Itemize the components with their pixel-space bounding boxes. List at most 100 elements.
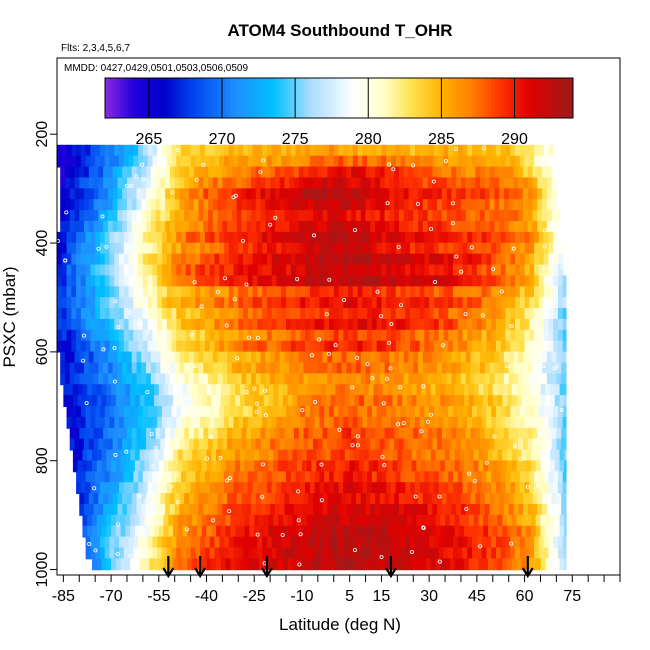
heatmap-cell [556, 503, 562, 516]
heatmap-cell [518, 373, 524, 386]
heatmap-cell [513, 188, 519, 201]
heatmap-cell [107, 220, 114, 233]
heatmap-cell [519, 286, 526, 299]
heatmap-cell [309, 318, 316, 331]
heatmap-cell [85, 471, 91, 484]
heatmap-cell [262, 482, 268, 495]
heatmap-cell [189, 177, 195, 190]
heatmap-cell [346, 438, 352, 451]
heatmap-cell [279, 362, 286, 375]
colorbar-segment [362, 78, 367, 118]
heatmap-cell [357, 286, 363, 299]
heatmap-cell [219, 547, 225, 560]
heatmap-cell [357, 536, 363, 549]
heatmap-cell [243, 297, 249, 310]
heatmap-cell [238, 231, 244, 244]
heatmap-cell [384, 438, 390, 451]
heatmap-cell [551, 188, 557, 201]
heatmap-cell [95, 275, 101, 288]
heatmap-cell [228, 144, 235, 157]
data-marker [484, 460, 489, 465]
heatmap-cell [414, 406, 421, 418]
heatmap-cell [174, 177, 181, 190]
heatmap-cell [378, 449, 384, 462]
heatmap-cell [208, 503, 214, 516]
heatmap-cell [88, 220, 95, 233]
heatmap-cell [394, 177, 400, 190]
heatmap-cell [343, 329, 349, 342]
heatmap-cell [475, 188, 481, 201]
heatmap-cell [410, 286, 416, 299]
heatmap-cell [343, 264, 349, 277]
heatmap-cell [146, 220, 152, 233]
heatmap-cell [551, 166, 557, 179]
heatmap-cell [103, 199, 109, 212]
heatmap-cell [343, 547, 349, 560]
heatmap-cell [505, 275, 511, 288]
heatmap-cell [287, 460, 293, 473]
heatmap-cell [61, 242, 68, 255]
heatmap-cell [290, 471, 297, 484]
heatmap-cell [152, 471, 158, 484]
heatmap-cell [546, 220, 553, 233]
heatmap-cell [114, 471, 120, 484]
heatmap-cell [286, 297, 292, 310]
heatmap-cell [438, 253, 445, 266]
heatmap-cell [500, 547, 507, 560]
heatmap-cell [220, 558, 227, 571]
heatmap-cell [57, 308, 63, 320]
heatmap-cell [139, 395, 146, 407]
heatmap-cell [112, 210, 119, 222]
heatmap-cell [286, 275, 292, 288]
heatmap-cell [524, 547, 530, 560]
data-marker [235, 356, 240, 361]
heatmap-cell [327, 220, 333, 233]
heatmap-cell [122, 427, 128, 440]
heatmap-cell [419, 416, 425, 429]
heatmap-cell [370, 188, 376, 201]
heatmap-cell [101, 525, 107, 538]
heatmap-cell [209, 144, 216, 157]
heatmap-cell [359, 395, 365, 407]
heatmap-cell [119, 329, 125, 342]
heatmap-cell [295, 231, 301, 244]
heatmap-cell [60, 177, 66, 190]
data-marker [333, 343, 338, 348]
heatmap-cell [375, 199, 381, 212]
heatmap-cell [499, 220, 505, 233]
heatmap-cell [295, 416, 301, 429]
data-marker [464, 506, 469, 511]
heatmap-cell [152, 144, 158, 157]
heatmap-cell [204, 297, 211, 310]
heatmap-cell [77, 460, 84, 473]
heatmap-cell [163, 395, 169, 407]
heatmap-row [60, 373, 567, 386]
data-marker [459, 269, 464, 274]
heatmap-cell [516, 395, 522, 407]
heatmap-cell [115, 525, 122, 538]
heatmap-cell [325, 449, 332, 462]
heatmap-cell [278, 460, 284, 473]
heatmap-cell [324, 406, 330, 418]
heatmap-cell [478, 460, 484, 473]
heatmap-cell [462, 416, 468, 429]
heatmap-cell [286, 536, 292, 549]
heatmap-cell [136, 493, 142, 505]
heatmap-cell [483, 514, 489, 527]
heatmap-cell [119, 547, 125, 560]
heatmap-cell [228, 340, 235, 353]
heatmap-cell [308, 373, 314, 386]
heatmap-cell [166, 547, 173, 560]
heatmap-cell [293, 362, 300, 375]
heatmap-cell [368, 395, 375, 407]
heatmap-cell [456, 427, 462, 440]
heatmap-cell [61, 231, 68, 244]
heatmap-cell [519, 308, 526, 320]
heatmap-cell [494, 503, 500, 516]
heatmap-cell [443, 275, 449, 288]
heatmap-cell [204, 471, 211, 484]
heatmap-cell [551, 427, 557, 440]
heatmap-cell [313, 373, 319, 386]
heatmap-cell [486, 340, 492, 353]
heatmap-cell [276, 264, 282, 277]
